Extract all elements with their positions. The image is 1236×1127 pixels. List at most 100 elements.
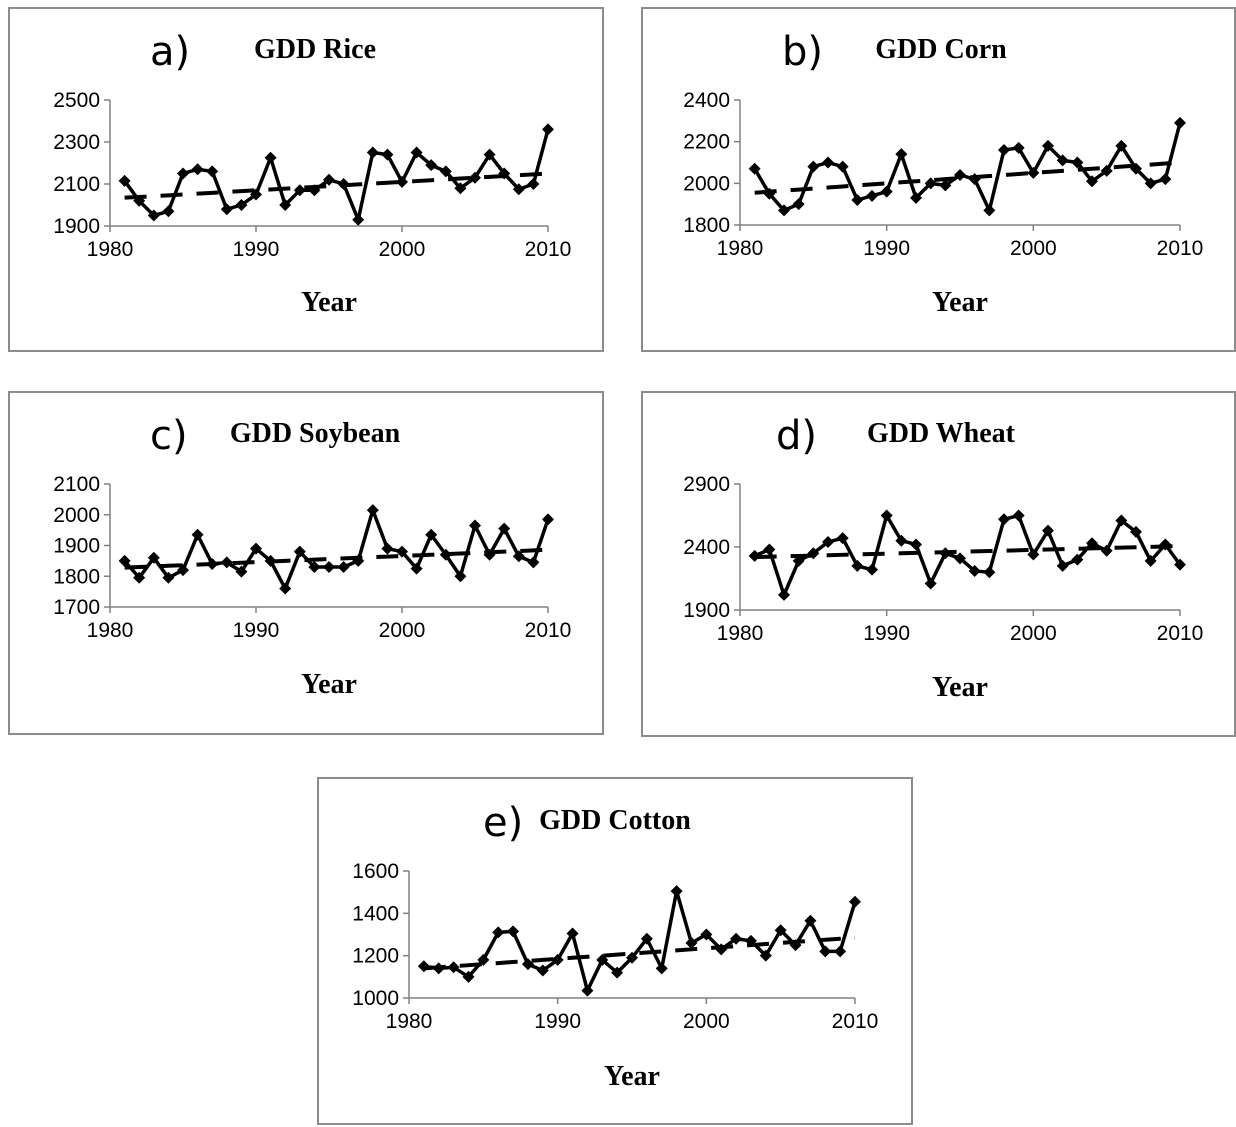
data-point (206, 165, 219, 178)
data-point (191, 163, 204, 176)
data-point (308, 184, 321, 197)
chart-b-svg: b) GDD Corn 1800 2000 2200 2400 1980 1990 2000 20… (683, 29, 1204, 318)
data-point (778, 204, 790, 217)
data-point (293, 184, 306, 197)
data-point (512, 183, 525, 196)
data-point (447, 961, 460, 974)
data-point (910, 191, 922, 204)
data-point (789, 939, 802, 952)
series-line (753, 513, 1182, 597)
data-point (542, 513, 554, 526)
data-point (432, 962, 445, 975)
x-tick-label: 2000 (1010, 237, 1057, 260)
chart-c-svg: c) GDD Soybean 1700 1800 1900 2000 2100 1980 199… (53, 413, 572, 700)
chart-panel-d: d) GDD Wheat 1900 2400 2900 1980 1990 2000 2010 Y… (641, 391, 1236, 737)
data-point (849, 895, 861, 908)
x-tick-label: 1980 (717, 622, 764, 645)
x-tick-label: 2010 (525, 238, 572, 261)
data-point (924, 177, 937, 190)
y-tick-label: 2000 (53, 504, 100, 527)
data-point (895, 148, 908, 161)
y-tick-label: 1400 (352, 902, 399, 925)
data-point (748, 162, 761, 175)
data-point (462, 970, 475, 983)
data-point (512, 550, 525, 563)
data-point (425, 159, 438, 172)
data-point (308, 561, 321, 574)
x-tick-label: 1980 (386, 1010, 433, 1033)
y-tick-label: 2400 (683, 536, 730, 559)
data-point (162, 571, 175, 584)
x-tick-label: 2010 (1157, 237, 1204, 260)
data-point (1159, 538, 1172, 551)
data-point (1012, 509, 1025, 522)
chart-panel-e: e) GDD Cotton 1000 1200 1400 1600 1980 1990 2000… (317, 777, 913, 1125)
data-point (763, 543, 776, 556)
data-point (910, 538, 922, 551)
x-axis-label: Year (301, 669, 357, 700)
data-point (492, 926, 505, 939)
data-point (1012, 141, 1025, 154)
data-point (566, 927, 579, 940)
panel-letter: c) (150, 413, 188, 459)
data-point (381, 542, 394, 555)
data-point (924, 577, 937, 590)
data-point (498, 167, 511, 180)
x-tick-label: 1980 (87, 619, 134, 642)
data-point (700, 928, 713, 941)
data-point (177, 167, 189, 180)
data-point (250, 188, 262, 201)
data-point (822, 535, 834, 548)
data-point (836, 160, 849, 173)
chart-title: GDD Cotton (539, 805, 691, 836)
data-point (1042, 524, 1054, 537)
y-tick-label: 1000 (352, 987, 399, 1010)
data-point (162, 205, 175, 218)
data-point (483, 148, 496, 161)
data-point (763, 187, 776, 200)
chart-a-svg: a) GDD Rice 1900 2100 2300 2500 1980 1990 2000 20… (53, 29, 572, 318)
data-point (1174, 116, 1186, 129)
data-point (1027, 548, 1040, 561)
panel-letter: a) (150, 29, 190, 75)
chart-panel-a: a) GDD Rice 1900 2100 2300 2500 1980 1990 2000 20… (8, 7, 604, 352)
data-point (866, 189, 878, 202)
x-tick-label: 1990 (863, 237, 910, 260)
chart-e-svg: e) GDD Cotton 1000 1200 1400 1600 1980 1990 2000… (352, 800, 878, 1092)
data-point (968, 173, 981, 186)
data-point (337, 178, 350, 190)
data-point (670, 885, 683, 898)
data-point (581, 984, 594, 997)
data-point (968, 564, 981, 577)
data-point (279, 199, 292, 211)
data-point (410, 562, 423, 575)
data-point (220, 203, 233, 216)
y-tick-label: 2500 (53, 89, 100, 112)
data-point (998, 144, 1010, 156)
data-point (264, 554, 277, 567)
y-tick-label: 2200 (683, 131, 730, 154)
data-point (939, 547, 952, 560)
data-point (220, 556, 233, 569)
x-tick-label: 2000 (379, 619, 426, 642)
data-point (483, 548, 496, 561)
data-point (778, 588, 790, 601)
data-point (807, 547, 820, 560)
x-axis-label: Year (301, 287, 357, 318)
x-tick-label: 1980 (87, 238, 134, 261)
data-point (1100, 544, 1113, 557)
data-point (1159, 173, 1172, 186)
data-point (954, 552, 966, 565)
chart-title: GDD Corn (875, 34, 1007, 65)
data-point (1115, 514, 1128, 527)
data-point (1130, 162, 1142, 175)
data-point (264, 151, 277, 164)
data-point (521, 958, 534, 971)
data-point (293, 545, 306, 558)
x-tick-label: 2010 (525, 619, 572, 642)
data-point (759, 949, 772, 962)
data-point (1071, 553, 1084, 566)
data-point (866, 563, 878, 576)
data-point (880, 509, 893, 522)
y-tick-label: 1800 (683, 214, 730, 237)
